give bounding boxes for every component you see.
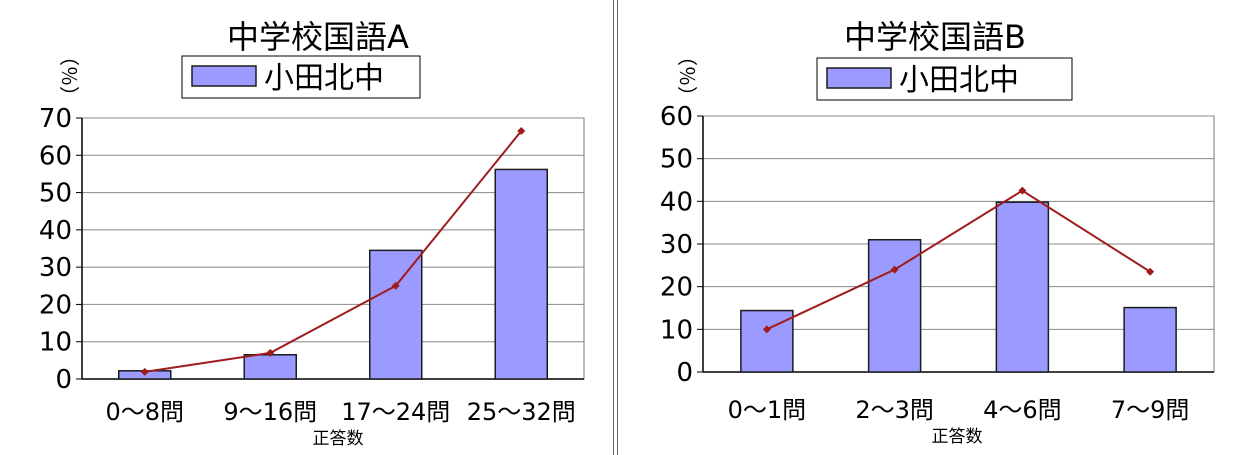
x-axis-label: 正答数 xyxy=(313,429,364,449)
bar xyxy=(369,249,423,380)
legend-label: 小田北中 xyxy=(264,61,384,96)
y-tick-label: 10 xyxy=(660,315,693,345)
y-tick-label: 0 xyxy=(55,365,72,395)
line-point xyxy=(762,325,771,334)
x-tick-label: 7〜9問 xyxy=(1111,396,1190,424)
x-tick-label: 4〜6問 xyxy=(983,396,1062,424)
y-tick-label: 20 xyxy=(39,290,72,320)
panel-divider xyxy=(613,0,618,455)
y-tick-label: 0 xyxy=(676,358,693,388)
y-tick-label: 50 xyxy=(660,145,693,175)
bar xyxy=(867,238,922,373)
line-point xyxy=(140,367,149,376)
legend-swatch xyxy=(191,65,257,87)
y-tick-label: 70 xyxy=(39,104,72,134)
x-tick-label: 0〜1問 xyxy=(728,396,807,424)
line-point xyxy=(1018,186,1027,195)
line-point xyxy=(266,348,275,357)
chart-panel-a: 0 10 20 30 40 50 60 70 0〜8問 9〜16問 17〜24問 25〜32問正答数 中… xyxy=(0,0,612,455)
x-tick-label: 0〜8問 xyxy=(105,398,184,426)
y-tick-label: 30 xyxy=(660,230,693,260)
x-tick-label: 17〜24問 xyxy=(341,398,450,426)
line-point xyxy=(391,281,400,290)
y-tick-label: 40 xyxy=(39,216,72,246)
x-axis-label: 正答数 xyxy=(932,427,983,447)
bar xyxy=(1123,306,1177,373)
chart-title: 中学校国語B xyxy=(844,18,1026,56)
y-axis-label: （％） xyxy=(57,46,81,106)
bar xyxy=(494,168,548,380)
legend-swatch xyxy=(826,67,892,89)
y-tick-label: 40 xyxy=(660,187,693,217)
bar xyxy=(995,201,1050,373)
y-axis-label: （％） xyxy=(675,46,699,106)
y-tick-label: 30 xyxy=(39,253,72,283)
line-point xyxy=(517,127,526,136)
line-point xyxy=(1146,267,1155,276)
line-series xyxy=(144,130,523,373)
chart-panel-b: 0 10 20 30 40 50 60 0〜1問 2〜3問 4〜6問 7〜9問正答数 中学校国語B 小田… xyxy=(620,0,1239,455)
legend-label: 小田北中 xyxy=(899,63,1019,98)
x-tick-label: 2〜3問 xyxy=(855,396,934,424)
bar xyxy=(243,354,297,380)
y-tick-label: 60 xyxy=(660,102,693,132)
y-tick-label: 50 xyxy=(39,179,72,209)
x-tick-label: 25〜32問 xyxy=(467,398,576,426)
y-tick-label: 20 xyxy=(660,273,693,303)
y-tick-label: 10 xyxy=(39,328,72,358)
x-tick-label: 9〜16問 xyxy=(223,398,317,426)
line-series xyxy=(766,189,1151,331)
chart-title: 中学校国語A xyxy=(227,18,409,56)
y-tick-label: 60 xyxy=(39,141,72,171)
line-point xyxy=(890,265,899,274)
